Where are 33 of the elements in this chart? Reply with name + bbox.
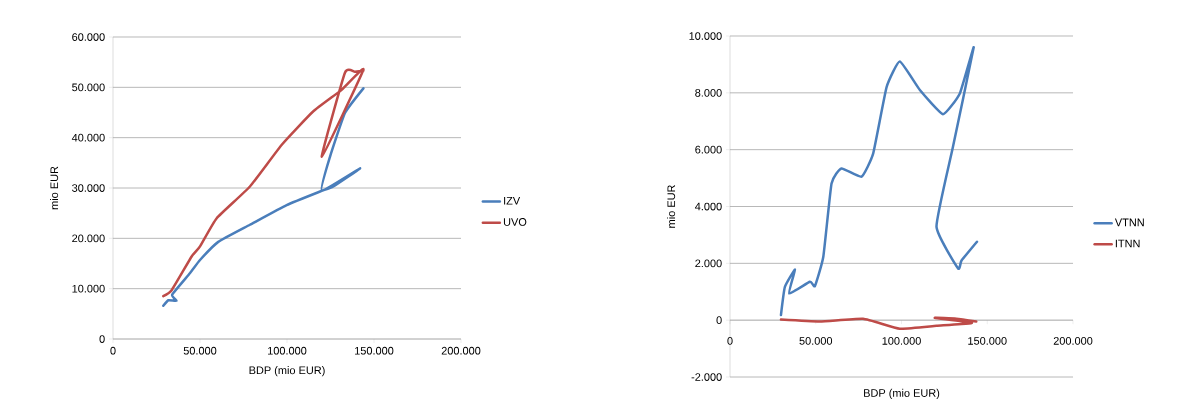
y-tick-label: 2.000 [695, 259, 722, 268]
line-series [779, 316, 978, 330]
y-tick-label: 50.000 [72, 83, 105, 92]
x-tick-label: 50.000 [799, 337, 833, 345]
y-tick-label: 60.000 [72, 33, 105, 41]
y-tick-label: -2.000 [691, 373, 722, 381]
x-axis-title: BDP (mio EUR) [864, 388, 940, 400]
y-axis-title: mio EUR [50, 166, 59, 210]
legend-label: IZV [504, 196, 521, 205]
x-axis-title: BDP (mio EUR) [249, 366, 325, 377]
x-tick-label: 100.000 [882, 337, 921, 345]
y-tick-label: 4.000 [694, 202, 722, 211]
y-tick-label: 40.000 [71, 133, 105, 142]
line-series [779, 46, 979, 317]
y-tick-label: 10.000 [72, 284, 105, 293]
y-tick-label: 30.000 [72, 184, 105, 192]
x-tick-label: 50.000 [183, 346, 217, 355]
y-tick-label: 0 [716, 316, 722, 325]
x-tick-label: 150.000 [968, 337, 1007, 345]
y-tick-label: 8.000 [695, 88, 722, 97]
x-tick-label: 0 [110, 346, 116, 355]
x-tick-label: 100.000 [268, 346, 307, 355]
x-tick-label: 200.000 [441, 346, 481, 355]
legend-label: VTNN [1114, 218, 1144, 227]
y-tick-label: 10.000 [689, 32, 722, 40]
x-tick-label: 150.000 [355, 346, 394, 355]
x-tick-label: 200.000 [1053, 337, 1093, 345]
legend-label: ITNN [1115, 239, 1140, 248]
y-tick-label: 20.000 [72, 234, 105, 243]
x-tick-label: 0 [727, 337, 733, 345]
y-tick-label: 6.000 [695, 145, 722, 154]
y-axis-title: mio EUR [667, 185, 676, 228]
legend-label: UVO [503, 218, 527, 226]
